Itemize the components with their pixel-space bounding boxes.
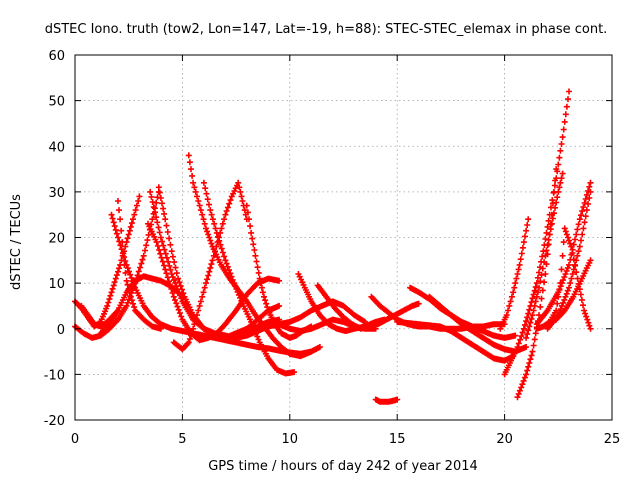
x-tick-label: 10 bbox=[282, 432, 299, 447]
series-arc9 bbox=[97, 273, 186, 337]
x-tick-label: 25 bbox=[604, 432, 621, 447]
series-arc10 bbox=[170, 179, 250, 353]
y-tick-label: 60 bbox=[48, 49, 65, 64]
series-arc26 bbox=[523, 170, 566, 341]
y-tick-label: 0 bbox=[57, 323, 65, 338]
x-tick-label: 5 bbox=[178, 432, 186, 447]
chart-title: dSTEC Iono. truth (tow2, Lon=147, Lat=-1… bbox=[45, 22, 608, 37]
series-arc22 bbox=[394, 318, 517, 364]
series-arc5 bbox=[115, 198, 164, 332]
series-arc17 bbox=[314, 282, 422, 332]
y-tick-label: 10 bbox=[48, 277, 65, 292]
x-tick-label: 20 bbox=[496, 432, 513, 447]
data-layer bbox=[72, 88, 594, 405]
series-arc23 bbox=[501, 88, 572, 378]
x-axis-label: GPS time / hours of day 242 of year 2014 bbox=[208, 459, 478, 474]
y-tick-label: 30 bbox=[48, 186, 65, 201]
y-axis-label: dSTEC / TECUs bbox=[9, 194, 24, 290]
series-arc19 bbox=[372, 396, 401, 405]
series-arc24 bbox=[497, 216, 532, 332]
y-tick-label: -10 bbox=[44, 368, 65, 383]
tick-layer: 0 5 10 15 20 25 -20 -10 0 10 20 30 40 50 60 bbox=[44, 49, 621, 447]
x-tick-label: 0 bbox=[71, 432, 79, 447]
series-arc30 bbox=[544, 257, 594, 328]
x-tick-label: 15 bbox=[389, 432, 406, 447]
series-arc29 bbox=[533, 179, 594, 328]
y-tick-label: 50 bbox=[48, 95, 65, 110]
series-arc11 bbox=[185, 152, 315, 360]
y-tick-label: -20 bbox=[44, 414, 65, 429]
y-tick-label: 20 bbox=[48, 232, 65, 247]
y-tick-label: 40 bbox=[48, 140, 65, 155]
